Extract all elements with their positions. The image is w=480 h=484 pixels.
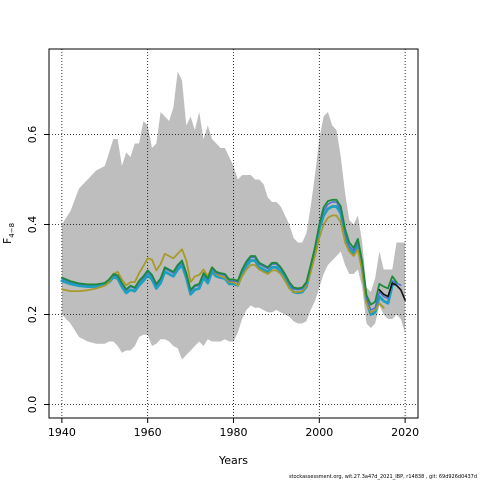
x-tick-label: 1980 bbox=[220, 426, 248, 439]
confidence-band-layer bbox=[61, 71, 406, 360]
x-tick-label: 2020 bbox=[391, 426, 419, 439]
y-tick-label: 0.2 bbox=[26, 306, 39, 324]
x-tick-label: 1960 bbox=[134, 426, 162, 439]
x-tick-label: 1940 bbox=[48, 426, 76, 439]
series-line-4 bbox=[61, 198, 398, 306]
y-axis: 0.0 0.2 0.4 0.6 bbox=[26, 126, 49, 414]
x-tick-label: 2000 bbox=[305, 426, 333, 439]
y-tick-label: 0.4 bbox=[26, 216, 39, 234]
y-tick-label: 0.6 bbox=[26, 126, 39, 144]
footer-credit: stockassessment.org, wit.27.3a47d_2021_I… bbox=[289, 474, 477, 480]
series-line-2 bbox=[61, 214, 385, 314]
y-axis-title-main: F bbox=[1, 238, 14, 244]
confidence-band bbox=[61, 71, 406, 360]
y-axis-title: F4−8 bbox=[1, 223, 16, 244]
x-axis: 1940 1960 1980 2000 2020 bbox=[48, 418, 419, 439]
y-axis-title-subscript: 4−8 bbox=[8, 223, 16, 238]
series-layer bbox=[60, 198, 406, 316]
y-tick-label: 0.0 bbox=[26, 396, 39, 414]
series-line-5 bbox=[378, 282, 406, 301]
x-axis-title: Years bbox=[218, 454, 248, 467]
